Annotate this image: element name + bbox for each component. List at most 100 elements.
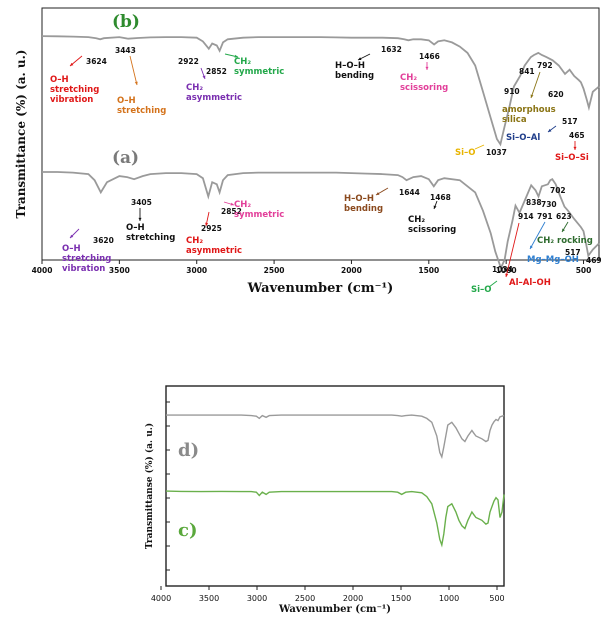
arrow-b-oh2 — [129, 55, 138, 86]
peak-b-1037: 1037 — [486, 148, 507, 157]
peak-a-3405: 3405 — [131, 198, 152, 207]
label-b-amorph-silica-line-0: amorphous — [502, 105, 556, 115]
label-a-mgmgoh: Mg–Mg–OH — [527, 255, 579, 265]
label-a-ch2-asym-line-1: asymmetric — [186, 246, 242, 256]
panel-label-d: d) — [178, 440, 199, 461]
peak-a-838: 838 — [526, 198, 542, 207]
label-a-ch2-asym-line-0: CH₂ — [186, 236, 203, 246]
peak-a-730: 730 — [541, 200, 557, 209]
arrow-a-ch2sym-head — [230, 202, 234, 206]
label-b-ch2-asym-line-1: asymmetric — [186, 93, 242, 103]
arrow-b-ch2sciss-head — [425, 66, 429, 70]
label-b-ch2-sym-line-0: CH₂ — [234, 57, 251, 67]
bottom-xtick-label-4: 2000 — [343, 594, 363, 603]
top-y-axis-label: Transmittance (%) (a. u.) — [14, 50, 28, 219]
peak-a-517: 517 — [565, 248, 581, 257]
peak-b-1632: 1632 — [381, 45, 402, 54]
peak-b-910: 910 — [504, 87, 520, 96]
bottom-xtick-label-7: 500 — [489, 594, 504, 603]
panel-label-b: (b) — [112, 12, 140, 32]
arrow-a-ch2asym-head — [205, 222, 209, 226]
arrow-b-siosi-head — [573, 146, 577, 150]
arrow-b-ch2asym-head — [202, 75, 206, 79]
peak-a-3620: 3620 — [93, 236, 114, 245]
arrow-a-sio — [488, 280, 498, 288]
bottom-xtick-label-2: 3000 — [247, 594, 267, 603]
top-xtick-label-0: 4000 — [32, 266, 53, 275]
top-xtick-label-4: 2000 — [341, 266, 362, 275]
bottom-xtick-label-6: 1000 — [439, 594, 459, 603]
bottom-xtick-label-3: 2500 — [295, 594, 315, 603]
label-b-oh-stretch-line-1: stretching — [117, 106, 166, 116]
bottom-plot-frame — [165, 385, 505, 587]
panel-label-c: c) — [178, 520, 197, 541]
peak-b-465: 465 — [569, 131, 585, 140]
label-b-ch2-sym-line-1: symmetric — [234, 67, 284, 77]
bottom-xtick-label-5: 1500 — [391, 594, 411, 603]
arrow-a-ch2sciss-head — [433, 205, 437, 209]
peak-b-792: 792 — [537, 61, 553, 70]
label-b-oh-stretch-vib-line-0: O–H — [50, 75, 69, 85]
label-b-amorph-silica-line-1: silica — [502, 115, 527, 125]
bottom-xtick-label-1: 3500 — [199, 594, 219, 603]
arrow-a-ch2rock-head — [562, 228, 565, 232]
panel-label-a: (a) — [112, 148, 139, 168]
peak-b-1466: 1466 — [419, 52, 440, 61]
arrow-a-mgmgoh-head — [530, 245, 533, 249]
label-a-oh-stretch-vib-line-0: O–H — [62, 244, 81, 254]
peak-b-841: 841 — [519, 67, 535, 76]
peak-a-1644: 1644 — [399, 188, 420, 197]
label-a-oh-stretch-vib-line-2: vibration — [62, 264, 105, 274]
label-a-ch2-rocking: CH₂ rocking — [537, 236, 593, 246]
peak-a-914: 914 — [518, 212, 534, 221]
peak-a-1468: 1468 — [430, 193, 451, 202]
bottom-x-axis-label: Wavenumber (cm⁻¹) — [278, 604, 391, 615]
bottom-y-axis-label: Transmittanse (%) (a. u.) — [144, 423, 155, 549]
top-xtick-label-7: 500 — [576, 266, 592, 275]
peak-a-2852: 2852 — [221, 207, 242, 216]
top-x-axis-label: Wavenumber (cm⁻¹) — [247, 281, 394, 296]
peak-a-2925: 2925 — [201, 224, 222, 233]
arrow-b-oh2-head — [134, 81, 138, 85]
arrow-b-sioal-head — [548, 128, 552, 132]
peak-b-2852: 2852 — [206, 67, 227, 76]
peak-a-1034: 1034 — [492, 265, 513, 274]
bottom-series-d-line — [166, 414, 505, 460]
label-b-sioal: Si–O–Al — [506, 133, 540, 143]
arrow-a-alaloh — [505, 222, 520, 278]
arrow-a-oh-head — [70, 234, 74, 238]
peak-b-2922: 2922 — [178, 57, 199, 66]
label-a-ch2-sciss-line-0: CH₂ — [408, 215, 425, 225]
arrow-b-amorph-head — [530, 94, 534, 98]
label-a-oh-stretch-line-0: O–H — [126, 223, 145, 233]
peak-b-3443: 3443 — [115, 46, 136, 55]
arrow-a-oh2-head — [138, 217, 142, 221]
label-a-ch2-sciss-line-1: scissoring — [408, 225, 456, 235]
label-b-ch2-sciss-line-1: scissoring — [400, 83, 448, 93]
top-xtick-label-1: 3500 — [109, 266, 130, 275]
label-b-oh-stretch-line-0: O–H — [117, 96, 136, 106]
arrow-b-sio — [474, 144, 485, 150]
label-b-siosi: Si–O–Si — [555, 153, 589, 163]
top-xtick-label-6: 1000 — [496, 266, 517, 275]
arrow-b-oh-head — [70, 62, 74, 66]
label-a-hoh-bend-line-0: H–O–H — [344, 194, 374, 204]
label-b-ch2-asym-line-0: CH₂ — [186, 83, 203, 93]
label-a-ch2-sym-line-1: symmetric — [234, 210, 284, 220]
peak-b-620: 620 — [548, 90, 564, 99]
bottom-xtick-label-0: 4000 — [151, 594, 171, 603]
arrow-b-amorph — [530, 71, 541, 99]
label-a-oh-stretch-line-1: stretching — [126, 233, 175, 243]
arrow-b-ch2sym-head — [234, 54, 238, 58]
peak-a-469: 469 — [586, 256, 601, 265]
arrow-a-hoh-head — [376, 192, 380, 195]
top-xtick-label-3: 2500 — [264, 266, 285, 275]
peak-b-517: 517 — [562, 117, 578, 126]
label-a-ch2-sym-line-0: CH₂ — [234, 200, 251, 210]
label-a-oh-stretch-vib-line-1: stretching — [62, 254, 111, 264]
label-b-oh-stretch-vib-line-2: vibration — [50, 95, 93, 105]
label-b-sio: Si–O — [455, 148, 476, 158]
peak-a-623: 623 — [556, 212, 572, 221]
label-b-oh-stretch-vib-line-1: stretching — [50, 85, 99, 95]
